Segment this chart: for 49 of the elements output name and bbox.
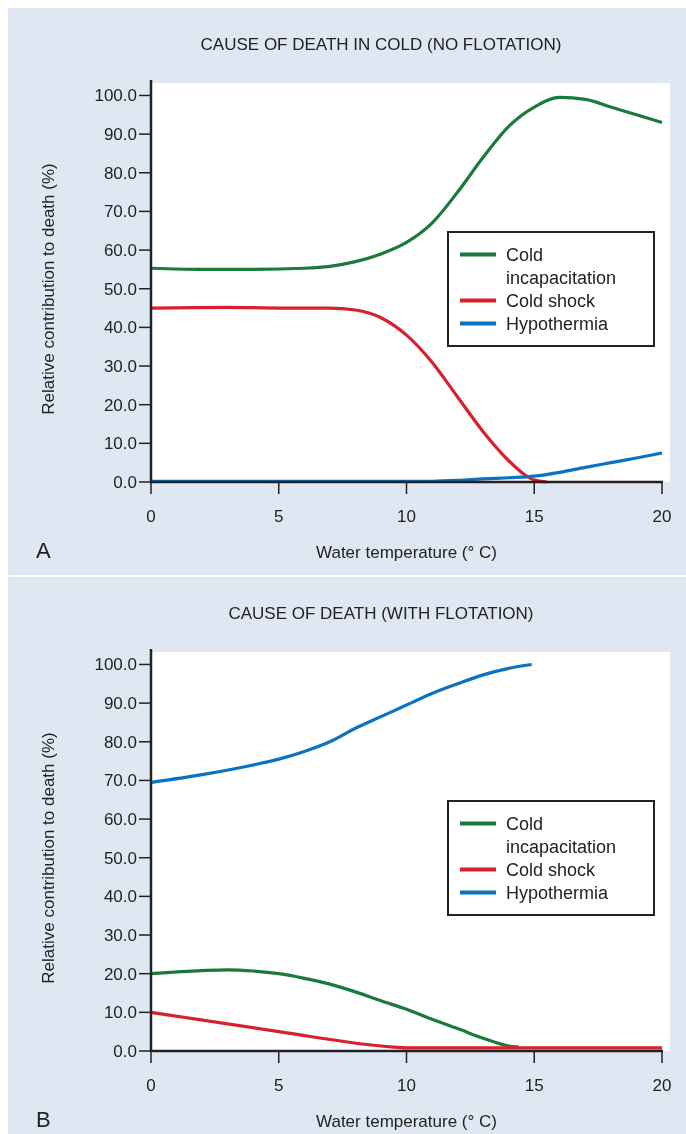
y-tick-label: 70.0 — [103, 771, 137, 791]
x-tick-label: 15 — [524, 1076, 544, 1095]
y-axis-title: Relative contribution to death (%) — [39, 163, 58, 415]
y-tick-label: 30.0 — [103, 357, 137, 377]
y-axis-title: Relative contribution to death (%) — [39, 732, 58, 984]
line-series — [149, 968, 521, 1049]
text: B — [36, 1107, 51, 1132]
legend-label: Cold incapacitation — [506, 813, 617, 857]
chart-title: CAUSE OF DEATH IN COLD (NO FLOTATION) — [200, 35, 562, 54]
y-tick-label: 10.0 — [103, 1003, 137, 1023]
y-tick-label: 0.0 — [113, 1042, 137, 1061]
line-series — [149, 95, 664, 271]
legend-label: Hypothermia — [506, 882, 610, 903]
x-tick-label: 0 — [146, 507, 156, 526]
x-tick-label: 5 — [274, 507, 284, 526]
x-tick-label: 20 — [652, 507, 672, 526]
y-tick-label: 100.0 — [94, 655, 137, 675]
y-tick-label: 90.0 — [103, 694, 137, 714]
y-tick-label: 70.0 — [103, 202, 137, 222]
legend-label: Hypothermia — [506, 313, 610, 334]
y-tick-label: 80.0 — [103, 732, 137, 752]
x-axis-title: Water temperature (° C) — [316, 543, 497, 562]
chart-title: CAUSE OF DEATH (WITH FLOTATION) — [228, 604, 534, 623]
x-tick-label: 0 — [146, 1076, 156, 1095]
y-tick-label: 40.0 — [103, 887, 137, 907]
legend-label: Cold shock — [506, 859, 597, 880]
x-tick-label: 20 — [652, 1076, 672, 1095]
y-tick-label: 10.0 — [103, 434, 137, 454]
y-tick-label: 60.0 — [103, 241, 137, 261]
y-tick-label: 20.0 — [103, 964, 137, 984]
y-tick-label: 90.0 — [103, 125, 137, 145]
text: A — [36, 538, 51, 563]
x-axis-title: Water temperature (° C) — [316, 1112, 497, 1131]
y-tick-label: 0.0 — [113, 473, 137, 492]
y-tick-label: 40.0 — [103, 318, 137, 338]
y-tick-label: 100.0 — [94, 86, 137, 106]
x-tick-label: 10 — [397, 1076, 416, 1095]
y-tick-label: 80.0 — [103, 163, 137, 183]
x-tick-label: 10 — [397, 507, 416, 526]
legend-label: Cold shock — [506, 290, 597, 311]
y-tick-label: 30.0 — [103, 926, 137, 946]
y-tick-label: 50.0 — [103, 279, 137, 299]
y-tick-label: 20.0 — [103, 395, 137, 415]
y-tick-label: 60.0 — [103, 810, 137, 830]
y-tick-label: 50.0 — [103, 848, 137, 868]
x-tick-label: 15 — [524, 507, 544, 526]
legend-label: Cold incapacitation — [506, 244, 617, 288]
line-series — [149, 662, 534, 784]
x-tick-label: 5 — [274, 1076, 284, 1095]
